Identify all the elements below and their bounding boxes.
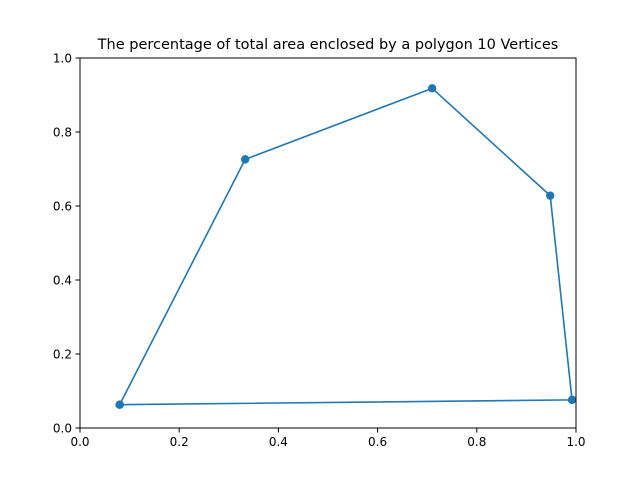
y-tick-label: 0.0 bbox=[53, 422, 72, 436]
data-point bbox=[427, 84, 437, 93]
data-point bbox=[115, 400, 124, 409]
x-tick-label: 0.6 bbox=[368, 435, 387, 449]
x-tick-label: 0.2 bbox=[170, 435, 189, 449]
series-line bbox=[118, 87, 573, 406]
x-axis: 0.0 0.2 0.4 0.6 0.8 1.0 bbox=[70, 428, 586, 449]
data-point bbox=[567, 395, 577, 405]
chart-title: The percentage of total area enclosed by… bbox=[97, 37, 559, 53]
data-point bbox=[240, 155, 250, 164]
x-tick-label: 0.4 bbox=[269, 435, 288, 449]
y-tick-label: 0.2 bbox=[53, 348, 72, 362]
x-tick-label: 0.8 bbox=[467, 435, 486, 449]
y-axis: 0.0 0.2 0.4 0.6 0.8 1.0 bbox=[53, 52, 80, 436]
axes-frame bbox=[79, 57, 577, 429]
x-tick-label: 0.0 bbox=[70, 435, 89, 449]
plot-area bbox=[80, 58, 576, 428]
series-layer bbox=[115, 84, 577, 409]
y-tick-label: 0.8 bbox=[53, 126, 72, 140]
y-tick-label: 0.6 bbox=[53, 200, 72, 214]
y-tick-label: 1.0 bbox=[53, 52, 72, 66]
y-tick-label: 0.4 bbox=[53, 274, 72, 288]
x-tick-label: 1.0 bbox=[566, 435, 585, 449]
data-point bbox=[546, 191, 555, 200]
